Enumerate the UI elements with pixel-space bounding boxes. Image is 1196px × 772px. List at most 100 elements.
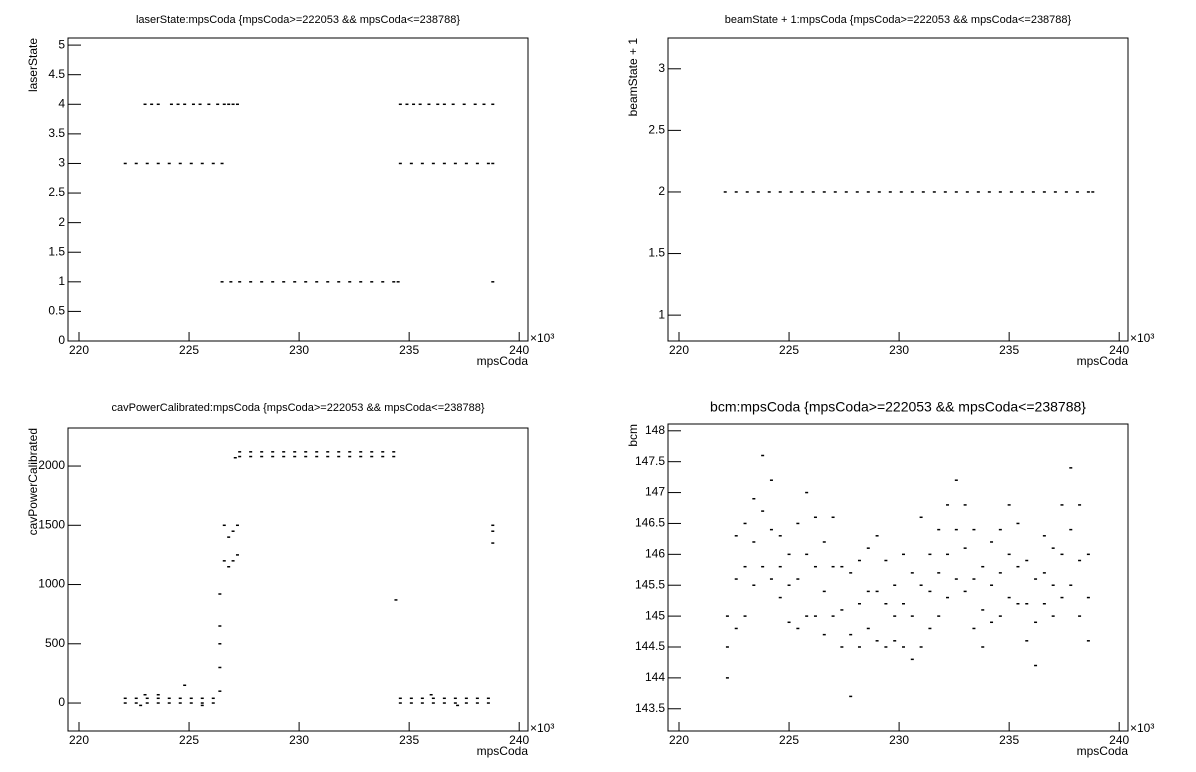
point — [429, 693, 433, 696]
point — [218, 690, 222, 692]
x-tick-label: 225 — [179, 343, 199, 357]
y-tick-label: 4 — [58, 96, 65, 110]
point — [998, 528, 1002, 531]
y-tick-label: 3.5 — [48, 126, 65, 140]
point — [218, 625, 222, 627]
point — [491, 162, 495, 165]
point — [752, 584, 756, 586]
x-axis-label: mpsCoda — [477, 744, 529, 758]
point — [1042, 535, 1046, 537]
point — [1042, 572, 1046, 574]
point — [392, 455, 396, 458]
point — [761, 565, 765, 568]
y-tick-label: 145.5 — [635, 577, 665, 591]
point — [491, 103, 495, 106]
x-tick-label: 225 — [779, 733, 799, 747]
point — [176, 103, 180, 106]
point — [1034, 578, 1038, 580]
point — [167, 162, 171, 165]
point — [857, 559, 861, 562]
point — [805, 615, 809, 617]
point — [420, 697, 424, 700]
point — [919, 516, 923, 519]
point — [260, 455, 264, 458]
point — [954, 479, 958, 481]
point — [227, 536, 231, 538]
chart-title: laserState:mpsCoda {mpsCoda>=222053 && m… — [136, 14, 460, 26]
point — [134, 697, 138, 700]
point — [282, 451, 286, 453]
point — [888, 191, 892, 193]
point — [123, 702, 127, 704]
point — [1025, 603, 1029, 605]
point — [143, 693, 147, 696]
point — [326, 451, 330, 453]
point — [409, 697, 413, 700]
point — [156, 103, 160, 106]
point — [1075, 191, 1079, 193]
y-axis-label: beamState + 1 — [626, 38, 640, 117]
x-tick-label: 235 — [399, 733, 419, 747]
point — [857, 603, 861, 605]
point — [884, 646, 888, 648]
point — [849, 572, 853, 574]
point — [976, 191, 980, 193]
y-tick-label: 145 — [645, 608, 665, 622]
point — [743, 565, 747, 568]
point — [813, 615, 817, 617]
point — [1025, 640, 1029, 642]
point — [734, 535, 738, 537]
point — [725, 615, 729, 617]
point — [191, 103, 195, 106]
point — [370, 455, 374, 458]
point — [381, 455, 385, 458]
point — [928, 627, 932, 630]
point — [998, 615, 1002, 617]
point — [178, 697, 182, 700]
point — [189, 162, 193, 165]
point — [491, 542, 495, 544]
point — [981, 609, 985, 611]
point — [1078, 559, 1082, 562]
x-tick-label: 220 — [669, 343, 689, 357]
point — [220, 162, 224, 165]
point — [218, 666, 222, 669]
point — [946, 553, 950, 556]
point — [875, 535, 879, 537]
point — [831, 565, 835, 568]
point — [183, 103, 187, 106]
point — [211, 697, 215, 700]
point — [734, 578, 738, 580]
y-tick-label: 146.5 — [635, 516, 665, 530]
point — [235, 554, 239, 556]
point — [183, 684, 187, 687]
point — [919, 584, 923, 586]
point — [442, 103, 446, 106]
point — [442, 702, 446, 704]
point — [723, 191, 727, 193]
x-axis-label: mpsCoda — [1077, 744, 1129, 758]
point — [1020, 191, 1024, 193]
y-tick-label: 2000 — [38, 458, 65, 472]
point — [178, 702, 182, 704]
point — [167, 697, 171, 700]
point — [293, 281, 297, 283]
x-tick-label: 220 — [69, 343, 89, 357]
point — [805, 553, 809, 556]
point — [1051, 547, 1055, 549]
point — [1042, 191, 1046, 193]
point — [405, 103, 409, 106]
point — [420, 702, 424, 704]
point — [884, 559, 888, 562]
point — [398, 103, 402, 106]
point — [849, 633, 853, 636]
point — [813, 516, 817, 519]
point — [1078, 504, 1082, 506]
point — [249, 281, 253, 283]
point — [787, 553, 791, 556]
point — [431, 162, 435, 165]
point — [849, 695, 853, 698]
point — [943, 191, 947, 193]
y-axis-label: bcm — [626, 424, 640, 447]
point — [1086, 191, 1090, 193]
